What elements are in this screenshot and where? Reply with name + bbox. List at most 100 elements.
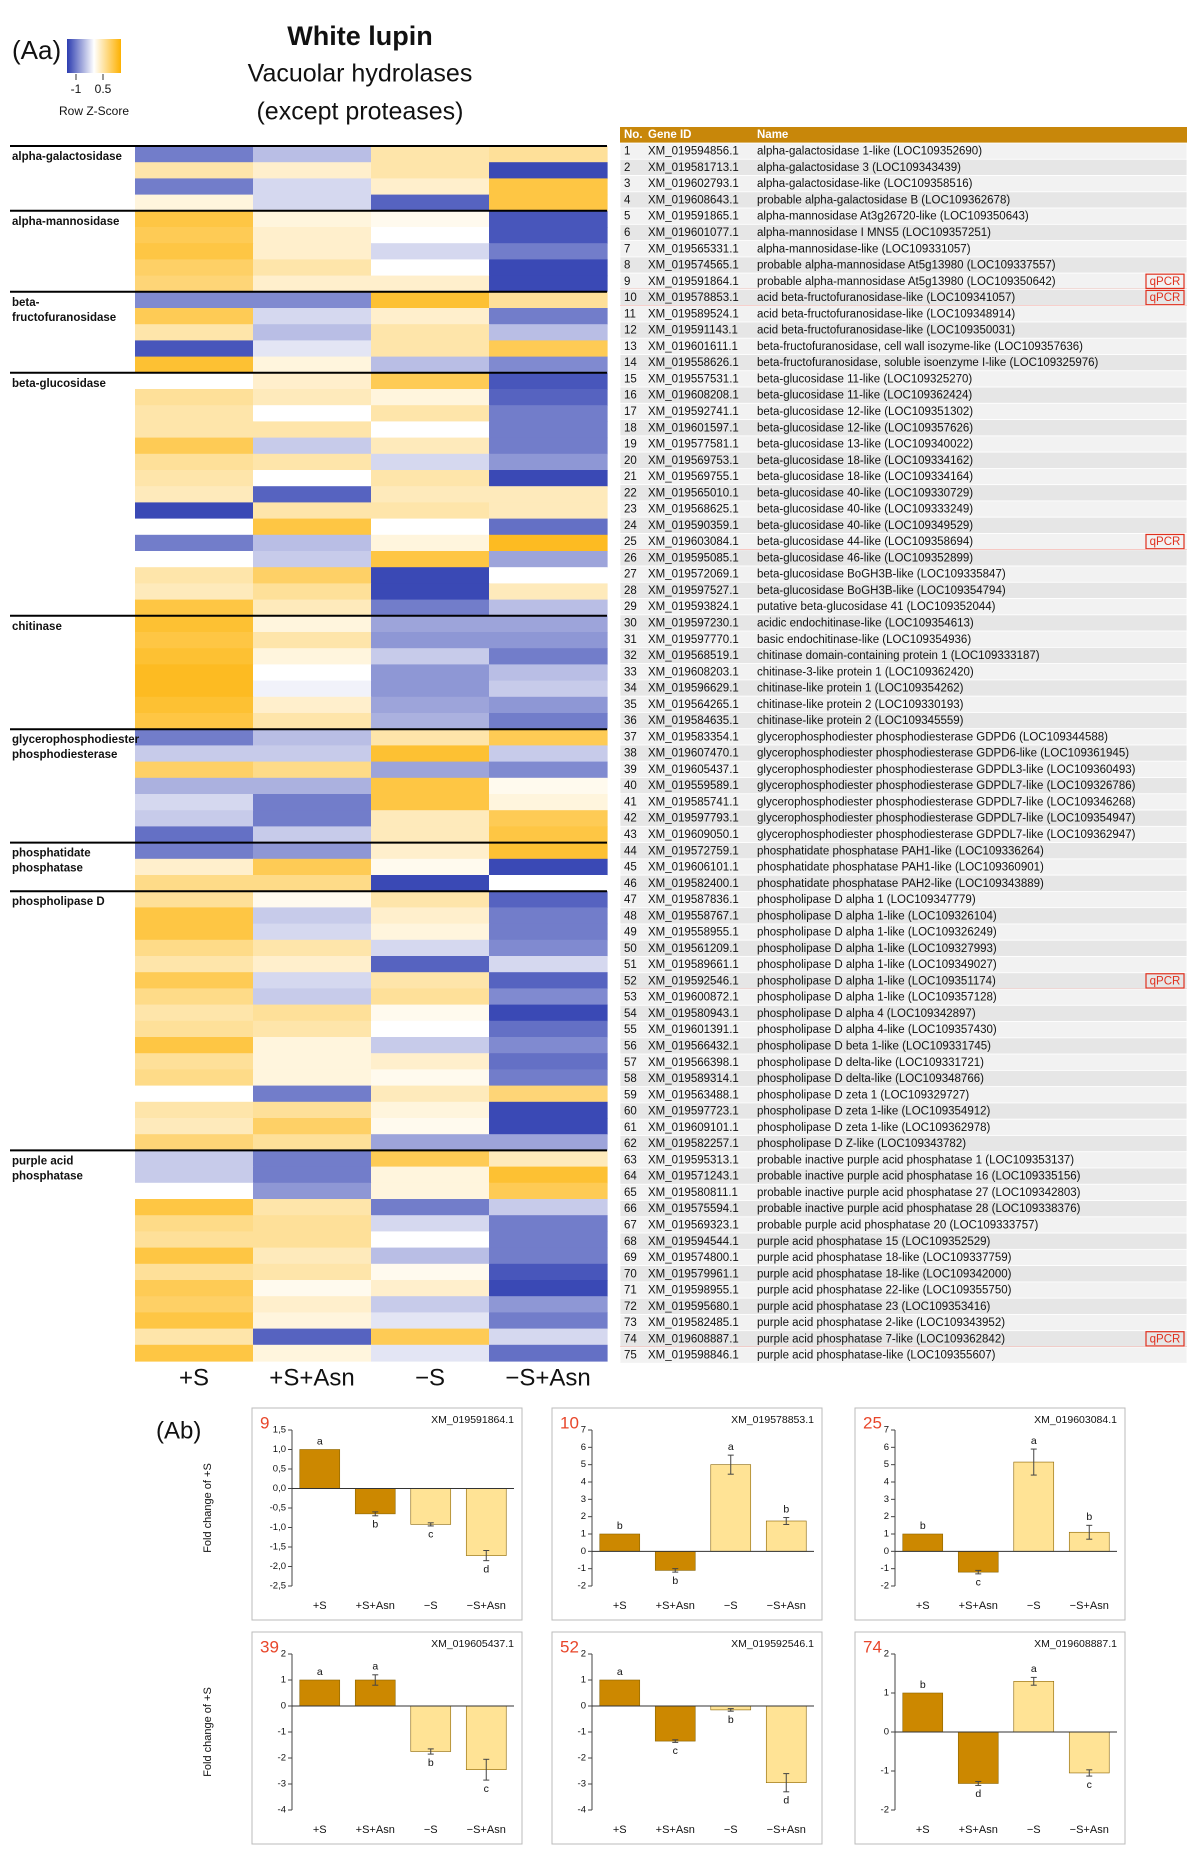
table-cell: XM_019603084.1 [648, 536, 739, 548]
heatmap-cell [489, 340, 608, 358]
heatmap-cell [135, 777, 254, 795]
heatmap-cell [371, 615, 490, 633]
heatmap-cell [371, 1199, 490, 1216]
table-cell: XM_019593824.1 [648, 601, 739, 613]
significance-letter: c [1087, 1779, 1092, 1791]
table-cell: 66 [624, 1203, 637, 1215]
heatmap-cell [489, 632, 608, 649]
table-cell: XM_019601597.1 [648, 422, 739, 434]
table-cell: XM_019587836.1 [648, 894, 739, 906]
table-cell: probable inactive purple acid phosphatas… [757, 1187, 1081, 1199]
table-cell: chitinase-like protein 2 (LOC109345559) [757, 715, 964, 727]
x-tick-label: −S [1027, 1824, 1041, 1836]
heatmap-cell [489, 875, 608, 892]
heatmap-cell [135, 1328, 254, 1346]
table-cell: purple acid phosphatase 23 (LOC109353416… [757, 1301, 991, 1313]
heatmap-cell [489, 842, 608, 860]
table-cell: 73 [624, 1317, 637, 1329]
bar [599, 1533, 641, 1552]
table-cell: alpha-galactosidase 3 (LOC109343439) [757, 162, 961, 174]
heatmap-cell [489, 1166, 608, 1184]
table-cell: XM_019572069.1 [648, 569, 739, 581]
heatmap-cell [371, 972, 490, 989]
heatmap-cell [253, 1134, 372, 1151]
table-cell: phospholipase D zeta 1-like (LOC10935491… [757, 1106, 991, 1118]
table-cell: 11 [624, 308, 636, 320]
heatmap-cell [371, 518, 490, 536]
y-tick-label: 6 [884, 1442, 889, 1453]
heatmap-cell [489, 162, 608, 179]
x-tick-label: −S [1027, 1600, 1041, 1612]
heatmap-cell [135, 1069, 254, 1087]
group-label: phosphodiesterase [12, 749, 117, 761]
heatmap-cell [489, 1296, 608, 1313]
table-cell: probable inactive purple acid phosphatas… [757, 1171, 1081, 1183]
table-cell: phospholipase D Z-like (LOC109343782) [757, 1138, 966, 1150]
heatmap-cell [489, 1231, 608, 1249]
gene-id: XM_019578853.1 [731, 1414, 814, 1426]
table-cell: XM_019592741.1 [648, 406, 739, 418]
heatmap-cell [135, 210, 254, 228]
table-cell: purple acid phosphatase 18-like (LOC1093… [757, 1268, 1012, 1280]
heatmap-cell [371, 696, 490, 714]
table-cell: 5 [624, 211, 630, 223]
chart-subtitle: Vacuolar hydrolases [248, 60, 473, 88]
table-cell: beta-fructofuranosidase, soluble isoenzy… [757, 357, 1099, 369]
y-tick-label: -1 [881, 1563, 889, 1574]
table-cell: 37 [624, 731, 637, 743]
heatmap-cell [253, 907, 372, 925]
table-cell: purple acid phosphatase 7-like (LOC10936… [757, 1333, 1005, 1345]
table-cell: XM_019581713.1 [648, 162, 739, 174]
table-cell: beta-glucosidase 44-like (LOC109358694) [757, 536, 973, 548]
table-cell: 41 [624, 796, 637, 808]
heatmap-cell [253, 1344, 372, 1362]
y-tick-label: 7 [581, 1425, 586, 1436]
heatmap-cell [253, 745, 372, 763]
bar [299, 1679, 341, 1707]
panel-frame [551, 1407, 823, 1621]
table-cell: glycerophosphodiester phosphodiesterase … [757, 813, 1136, 825]
column-label: +S [179, 1364, 209, 1391]
table-cell: 12 [624, 325, 637, 337]
chart-title: White lupin [287, 21, 432, 51]
significance-letter: a [728, 1441, 734, 1453]
heatmap-cell [489, 551, 608, 568]
table-cell: 1 [624, 146, 630, 158]
heatmap-cell [489, 502, 608, 520]
gene-id: XM_019592546.1 [731, 1638, 814, 1650]
heatmap-cell [253, 372, 372, 390]
heatmap-cell [489, 713, 608, 730]
table-cell: chitinase-like protein 1 (LOC109354262) [757, 683, 964, 695]
table-cell: XM_019609101.1 [648, 1122, 739, 1134]
heatmap-cell [371, 453, 490, 471]
table-cell: chitinase-3-like protein 1 (LOC109362420… [757, 666, 974, 678]
x-tick-label: +S [916, 1600, 930, 1612]
x-tick-label: −S [724, 1824, 738, 1836]
y-tick-label: 1 [281, 1675, 286, 1686]
table-cell: beta-glucosidase 18-like (LOC109334164) [757, 471, 973, 483]
heatmap-cell [135, 437, 254, 455]
heatmap-cell [135, 1020, 254, 1038]
table-cell: 29 [624, 601, 637, 613]
heatmap-cell [371, 664, 490, 682]
table-cell: 57 [624, 1057, 637, 1069]
significance-letter: b [672, 1575, 678, 1587]
y-tick-label: -1 [278, 1727, 286, 1738]
heatmap-cell [135, 518, 254, 536]
heatmap-cell [135, 956, 254, 973]
bar [1013, 1681, 1055, 1733]
heatmap-cell [253, 437, 372, 455]
heatmap-cell [489, 372, 608, 390]
table-cell: beta-glucosidase 40-like (LOC109349529) [757, 520, 973, 532]
heatmap-cell [371, 1215, 490, 1232]
table-cell: XM_019590359.1 [648, 520, 739, 532]
y-tick-label: 4 [581, 1477, 586, 1488]
significance-letter: b [728, 1714, 734, 1726]
table-cell: 35 [624, 699, 637, 711]
table-cell: 4 [624, 194, 631, 206]
table-row-bg [619, 1346, 1188, 1364]
heatmap-cell [135, 1101, 254, 1119]
significance-letter: b [1086, 1511, 1092, 1523]
heatmap-cell [135, 194, 254, 212]
panel-label: (Aa) [12, 35, 61, 65]
